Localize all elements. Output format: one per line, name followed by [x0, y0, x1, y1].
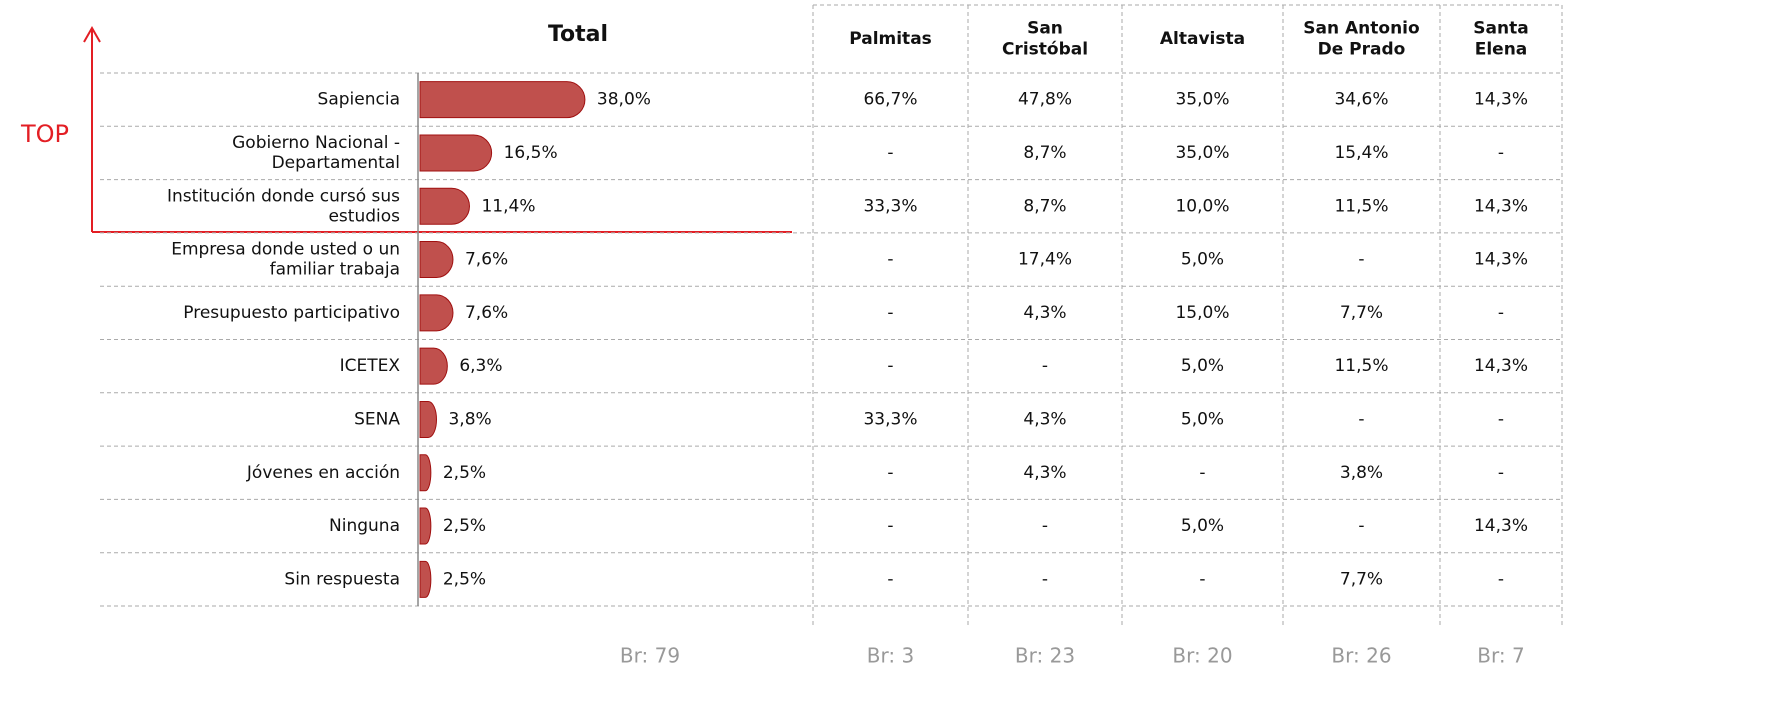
- cell: -: [887, 569, 893, 589]
- cell: 15,0%: [1175, 303, 1229, 323]
- cell: 11,5%: [1334, 196, 1388, 216]
- value-label: 3,8%: [448, 409, 491, 429]
- cell: 4,3%: [1023, 409, 1066, 429]
- bar: [419, 81, 586, 119]
- base-label: Br: 23: [1015, 644, 1075, 668]
- bar: [419, 400, 437, 438]
- value-label: 38,0%: [597, 90, 651, 110]
- category-label: Institución donde cursó sus estudios: [167, 186, 400, 226]
- column-header: Palmitas: [849, 29, 932, 49]
- cell: 33,3%: [863, 409, 917, 429]
- cell: 8,7%: [1023, 143, 1066, 163]
- column-header: Santa Elena: [1473, 19, 1528, 60]
- category-label: SENA: [354, 409, 400, 429]
- value-label: 6,3%: [459, 356, 502, 376]
- cell: 47,8%: [1018, 90, 1072, 110]
- cell: -: [1498, 463, 1504, 483]
- cell: -: [887, 356, 893, 376]
- cell: 8,7%: [1023, 196, 1066, 216]
- cell: 5,0%: [1181, 250, 1224, 270]
- cell: -: [1199, 463, 1205, 483]
- cell: 14,3%: [1474, 250, 1528, 270]
- base-label: Br: 26: [1331, 644, 1391, 668]
- value-label: 7,6%: [465, 303, 508, 323]
- cell: 4,3%: [1023, 303, 1066, 323]
- base-label: Br: 20: [1172, 644, 1232, 668]
- cell: -: [1498, 569, 1504, 589]
- cell: 7,7%: [1340, 303, 1383, 323]
- top-label: TOP: [20, 120, 69, 148]
- cell: -: [1498, 303, 1504, 323]
- cell: 14,3%: [1474, 90, 1528, 110]
- bar: [419, 507, 432, 545]
- value-label: 2,5%: [443, 463, 486, 483]
- cell: 3,8%: [1340, 463, 1383, 483]
- cell: -: [1042, 569, 1048, 589]
- cell: -: [1358, 516, 1364, 536]
- cell: -: [887, 463, 893, 483]
- cell: 5,0%: [1181, 356, 1224, 376]
- chart-title: Total: [548, 22, 608, 47]
- cell: -: [1358, 250, 1364, 270]
- value-label: 7,6%: [465, 250, 508, 270]
- cell: 34,6%: [1334, 90, 1388, 110]
- cell: 5,0%: [1181, 516, 1224, 536]
- category-label: Ninguna: [329, 516, 400, 536]
- cell: 5,0%: [1181, 409, 1224, 429]
- cell: -: [1042, 516, 1048, 536]
- cell: 11,5%: [1334, 356, 1388, 376]
- cell: -: [1199, 569, 1205, 589]
- bar: [419, 294, 454, 332]
- category-label: Empresa donde usted o un familiar trabaja: [171, 240, 400, 280]
- category-label: Sapiencia: [318, 90, 400, 110]
- cell: 66,7%: [863, 90, 917, 110]
- cell: -: [1042, 356, 1048, 376]
- cell: 35,0%: [1175, 90, 1229, 110]
- value-label: 11,4%: [481, 196, 535, 216]
- base-label: Br: 7: [1477, 644, 1524, 668]
- value-label: 2,5%: [443, 516, 486, 536]
- category-label: ICETEX: [340, 356, 401, 376]
- category-label: Gobierno Nacional -Departamental: [232, 133, 400, 173]
- value-label: 16,5%: [504, 143, 558, 163]
- value-label: 2,5%: [443, 569, 486, 589]
- cell: -: [887, 516, 893, 536]
- cell: -: [887, 143, 893, 163]
- cell: 14,3%: [1474, 356, 1528, 376]
- bar: [419, 347, 448, 385]
- category-label: Jóvenes en acción: [246, 463, 400, 483]
- column-header: Altavista: [1160, 29, 1245, 49]
- bar: [419, 187, 470, 225]
- cell: 35,0%: [1175, 143, 1229, 163]
- cell: 17,4%: [1018, 250, 1072, 270]
- category-label: Presupuesto participativo: [183, 303, 400, 323]
- category-label: Sin respuesta: [284, 569, 400, 589]
- cell: 15,4%: [1334, 143, 1388, 163]
- cell: 33,3%: [863, 196, 917, 216]
- bar: [419, 454, 432, 492]
- bar: [419, 134, 493, 172]
- cell: 14,3%: [1474, 516, 1528, 536]
- cell: -: [1358, 409, 1364, 429]
- cell: -: [1498, 409, 1504, 429]
- bar: [419, 241, 454, 279]
- column-header: San Antonio De Prado: [1303, 19, 1419, 60]
- cell: 14,3%: [1474, 196, 1528, 216]
- cell: 4,3%: [1023, 463, 1066, 483]
- cell: -: [887, 303, 893, 323]
- cell: -: [1498, 143, 1504, 163]
- column-header: San Cristóbal: [1002, 19, 1088, 60]
- cell: -: [887, 250, 893, 270]
- top-arrow-head: [83, 25, 101, 43]
- cell: 7,7%: [1340, 569, 1383, 589]
- base-label: Br: 3: [867, 644, 914, 668]
- base-label: Br: 79: [620, 644, 680, 668]
- bar: [419, 560, 432, 598]
- cell: 10,0%: [1175, 196, 1229, 216]
